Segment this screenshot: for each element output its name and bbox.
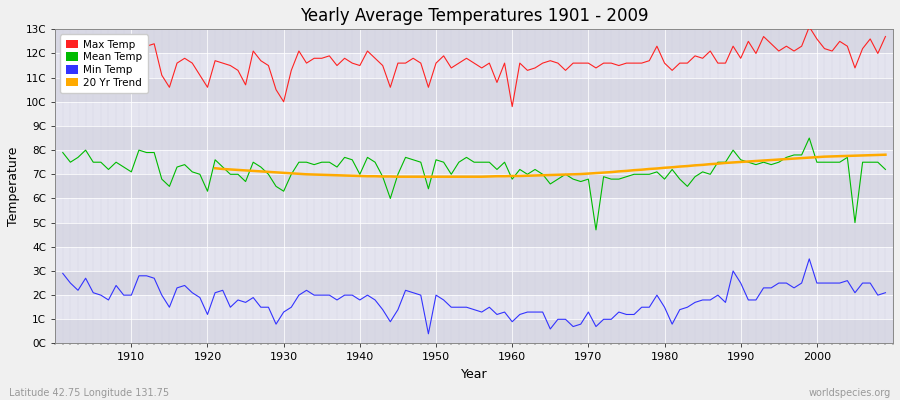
X-axis label: Year: Year <box>461 368 488 381</box>
Bar <box>55 150 893 174</box>
Bar <box>55 174 893 198</box>
Bar <box>55 198 893 223</box>
Bar <box>55 78 893 102</box>
Bar <box>55 223 893 247</box>
Bar <box>55 319 893 344</box>
Text: Latitude 42.75 Longitude 131.75: Latitude 42.75 Longitude 131.75 <box>9 388 169 398</box>
Y-axis label: Temperature: Temperature <box>7 147 20 226</box>
Title: Yearly Average Temperatures 1901 - 2009: Yearly Average Temperatures 1901 - 2009 <box>300 7 648 25</box>
Bar <box>55 126 893 150</box>
Bar <box>55 271 893 295</box>
Bar <box>55 102 893 126</box>
Text: worldspecies.org: worldspecies.org <box>809 388 891 398</box>
Bar <box>55 54 893 78</box>
Bar <box>55 295 893 319</box>
Bar <box>55 247 893 271</box>
Bar <box>55 29 893 54</box>
Legend: Max Temp, Mean Temp, Min Temp, 20 Yr Trend: Max Temp, Mean Temp, Min Temp, 20 Yr Tre… <box>60 34 148 93</box>
